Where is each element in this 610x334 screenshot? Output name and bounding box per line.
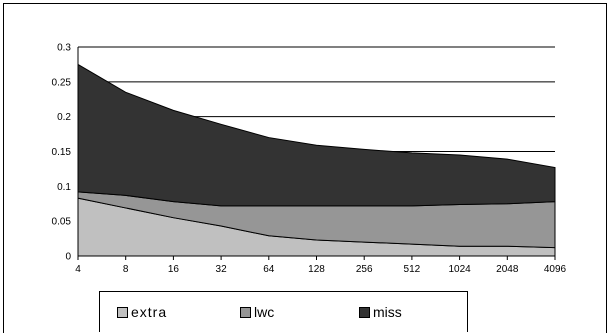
- stacked-area-chart: 0 0.05 0.1 0.15 0.2 0.25 0.3 4 8 16 32 64 128 256 512 1…: [52, 43, 567, 276]
- y-tick-label: 0.3: [57, 43, 71, 54]
- legend-label: extra: [131, 304, 168, 320]
- x-tick-label: 1024: [448, 264, 471, 275]
- chart-frame: 0 0.05 0.1 0.15 0.2 0.25 0.3 4 8 16 32 64 128 256 512 1…: [3, 3, 607, 333]
- y-tick-label: 0.2: [57, 112, 71, 123]
- y-tick-label: 0: [65, 252, 71, 263]
- legend-swatch: [117, 306, 128, 318]
- legend-swatch: [240, 306, 251, 318]
- x-tick-label: 4096: [544, 264, 567, 275]
- series-area-miss: [77, 63, 556, 207]
- legend-label: lwc: [254, 304, 275, 320]
- legend-item-miss: miss: [359, 304, 402, 320]
- y-tick-label: 0.15: [52, 147, 72, 158]
- legend-item-lwc: lwc: [240, 304, 274, 320]
- legend-item-extra: extra: [117, 304, 167, 320]
- legend-swatch: [359, 306, 370, 318]
- x-tick-label: 2048: [496, 264, 519, 275]
- x-tick-label: 64: [263, 264, 275, 275]
- x-tick-label: 32: [216, 264, 228, 275]
- x-tick-label: 256: [356, 264, 373, 275]
- x-tick-label: 4: [75, 264, 81, 275]
- y-tick-label: 0.05: [52, 217, 72, 228]
- x-tick-label: 8: [123, 264, 129, 275]
- x-tick-label: 512: [404, 264, 421, 275]
- x-tick-label: 128: [308, 264, 325, 275]
- y-tick-label: 0.25: [52, 77, 72, 88]
- x-tick-label: 16: [168, 264, 180, 275]
- y-tick-label: 0.1: [57, 182, 71, 193]
- legend-label: miss: [373, 304, 402, 320]
- chart-legend: extra lwc miss: [99, 291, 468, 332]
